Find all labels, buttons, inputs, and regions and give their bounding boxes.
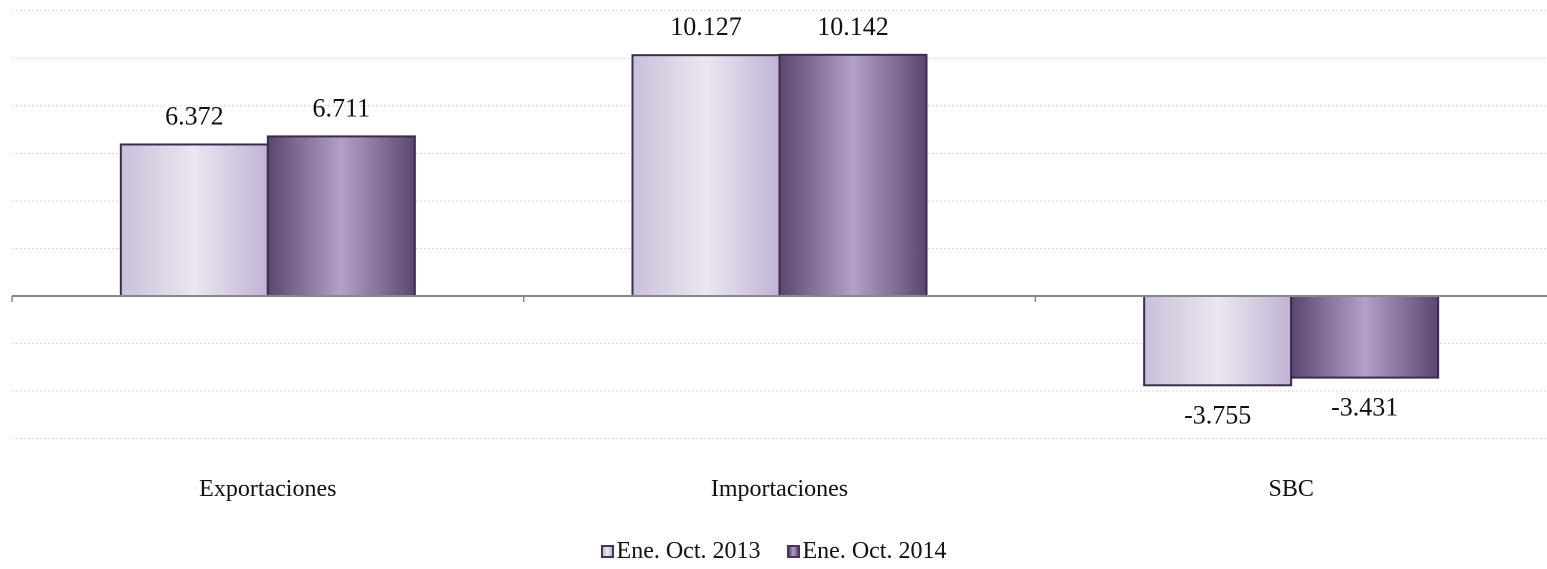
- legend: Ene. Oct. 2013 Ene. Oct. 2014: [0, 536, 1547, 566]
- x-axis: [11, 295, 1547, 302]
- category-label: Importaciones: [711, 476, 848, 502]
- legend-swatch-2014: [786, 544, 800, 558]
- bar-sbc-2013: [1143, 295, 1293, 387]
- data-label: 6.372: [165, 101, 224, 130]
- bar-exportaciones-2013: [119, 143, 269, 297]
- bar-sbc-2014: [1290, 295, 1440, 379]
- legend-label-2013: Ene. Oct. 2013: [616, 537, 761, 564]
- category-label: Exportaciones: [199, 476, 336, 502]
- bar-importaciones-2014: [778, 53, 928, 297]
- category-labels: Exportaciones Importaciones SBC: [199, 476, 1314, 502]
- legend-item-2014: Ene. Oct. 2014: [786, 537, 947, 565]
- bars: [119, 53, 1440, 387]
- data-label: -3.755: [1184, 400, 1251, 429]
- legend-swatch-2013: [600, 544, 614, 558]
- category-label: SBC: [1268, 476, 1313, 502]
- data-label: 10.127: [670, 12, 742, 41]
- data-label: 10.142: [817, 12, 889, 41]
- legend-item-2013: Ene. Oct. 2013: [600, 537, 761, 565]
- data-label: -3.431: [1331, 393, 1398, 422]
- bar-chart: 6.372 6.711 10.127 10.142 -3.755 -3.431 Expor…: [11, 10, 1547, 502]
- legend-label-2014: Ene. Oct. 2014: [802, 537, 947, 564]
- bar-importaciones-2013: [631, 54, 781, 297]
- data-label: 6.711: [313, 93, 371, 122]
- bar-exportaciones-2014: [266, 135, 416, 297]
- data-labels: 6.372 6.711 10.127 10.142 -3.755 -3.431: [165, 12, 1398, 429]
